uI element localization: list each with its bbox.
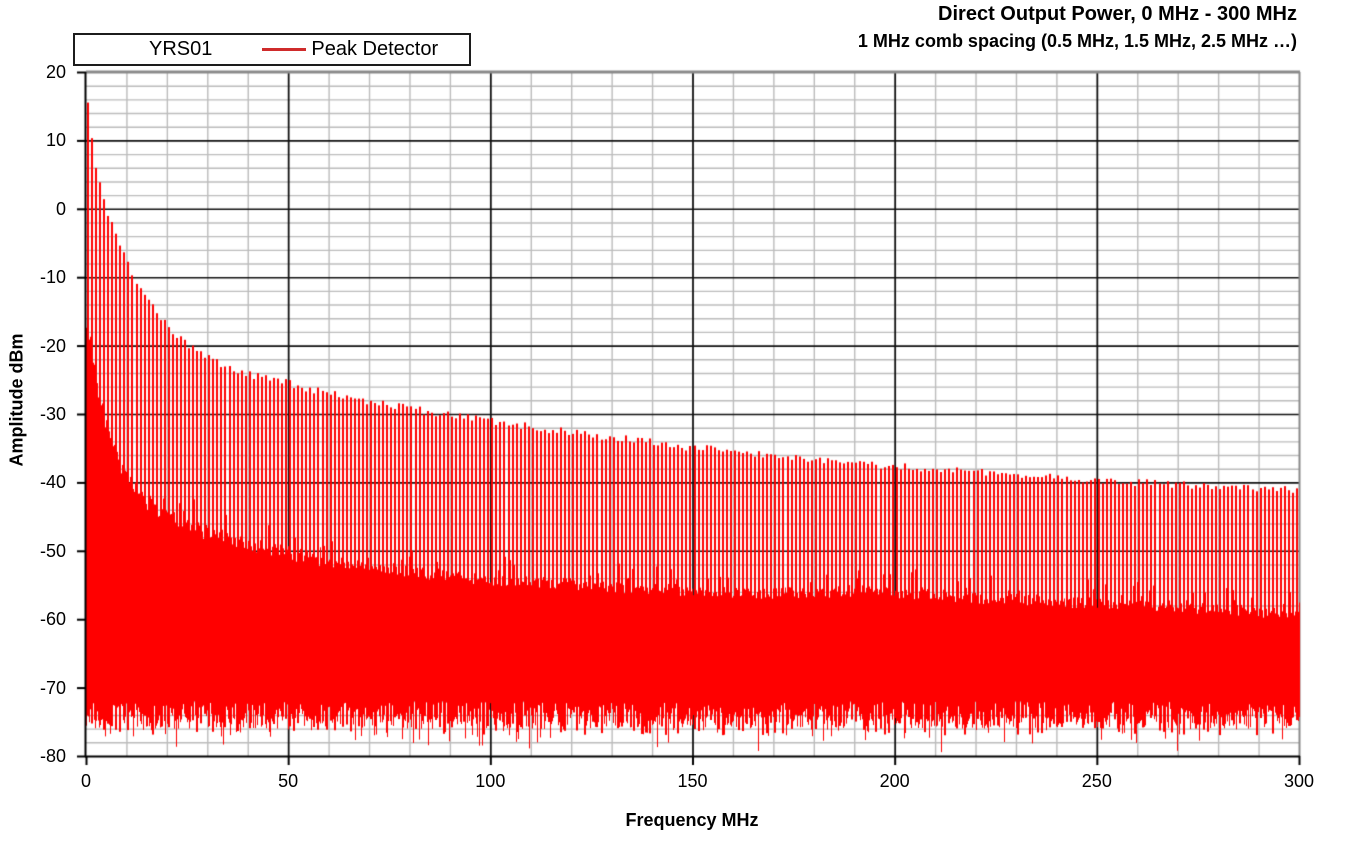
x-tick-label: 0 <box>80 771 91 791</box>
x-tick-label: 50 <box>278 771 299 791</box>
y-tick-label: -80 <box>39 746 66 766</box>
legend-line-sample-icon <box>262 48 307 51</box>
x-tick-label: 100 <box>475 771 506 791</box>
y-tick-label: 10 <box>45 130 66 151</box>
y-tick-label: -30 <box>39 404 66 424</box>
x-tick-label: 250 <box>1081 771 1112 791</box>
y-tick-label: -50 <box>39 540 66 561</box>
x-tick-label: 200 <box>879 771 910 791</box>
x-axis-title: Frequency MHz <box>625 810 759 830</box>
y-tick-label: -10 <box>39 267 66 288</box>
chart-title: Direct Output Power, 0 MHz - 300 MHz <box>938 3 1297 25</box>
y-tick-label: -40 <box>39 472 66 493</box>
y-tick-label: -70 <box>39 677 66 698</box>
legend-device-label: YRS01 <box>149 38 213 60</box>
chart-subtitle: 1 MHz comb spacing (0.5 MHz, 1.5 MHz, 2.… <box>857 31 1297 51</box>
legend: YRS01 Peak Detector <box>73 33 471 66</box>
y-tick-label: -60 <box>39 609 66 630</box>
x-tick-label: 150 <box>677 771 708 791</box>
x-tick-label: 300 <box>1283 771 1315 791</box>
y-tick-label: -20 <box>39 335 66 356</box>
y-tick-label: 20 <box>45 62 66 82</box>
legend-series-label: Peak Detector <box>311 38 439 60</box>
y-tick-label: 0 <box>55 198 66 219</box>
